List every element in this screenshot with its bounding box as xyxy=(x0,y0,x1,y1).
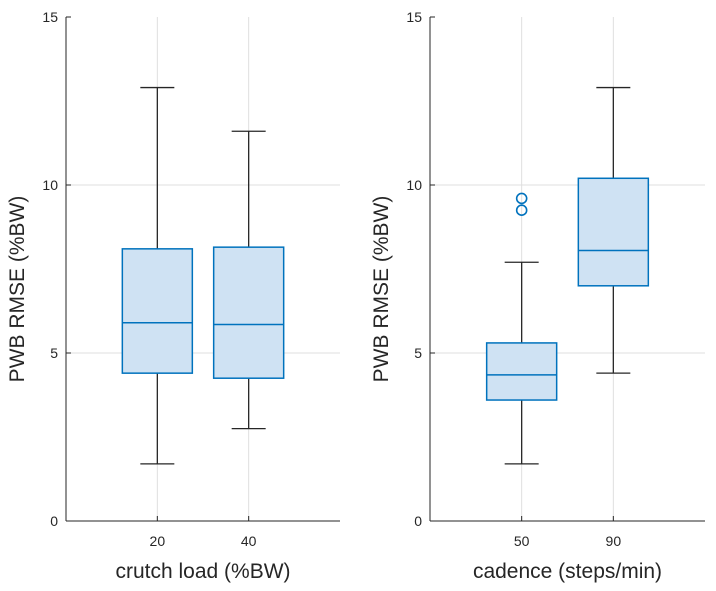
chart-2-x-tick-label-0: 50 xyxy=(514,533,530,549)
chart-1-iqr-box-40 xyxy=(212,246,285,379)
chart-1-box-20 xyxy=(121,86,194,465)
chart-1-x-tick-label-1: 40 xyxy=(241,533,257,549)
chart-2-y-tick-label-2: 10 xyxy=(406,177,422,193)
chart-1-y-tick-label-0: 0 xyxy=(50,513,58,529)
chart-1-box-40 xyxy=(212,130,285,430)
chart-2-iqr-box-90 xyxy=(577,177,650,287)
chart-2-x-tick-label-1: 90 xyxy=(606,533,622,549)
chart-2-y-tick-label-3: 15 xyxy=(406,9,422,25)
chart-1-panel: 0 5 10 15 20 40 crutch load (%BW) PWB RMSE (%BW… xyxy=(6,9,340,583)
chart-2-box-50 xyxy=(485,192,558,465)
chart-2-box-90 xyxy=(577,86,650,374)
chart-1-x-axis-title: crutch load (%BW) xyxy=(115,560,290,583)
chart-2-panel: 0 5 10 15 50 90 cadence (steps/min) PWB RMSE (%… xyxy=(370,9,705,583)
chart-2-y-axis-title: PWB RMSE (%BW) xyxy=(370,196,393,383)
chart-2-y-tick-label-0: 0 xyxy=(414,513,422,529)
chart-1-y-axis-title: PWB RMSE (%BW) xyxy=(6,196,29,383)
chart-1-x-tick-label-0: 20 xyxy=(150,533,166,549)
chart-2-y-tick-label-1: 5 xyxy=(414,345,422,361)
chart-1-y-tick-label-3: 15 xyxy=(42,9,58,25)
chart-2-iqr-box-50 xyxy=(485,342,558,401)
chart-2-x-axis-title: cadence (steps/min) xyxy=(473,560,662,583)
chart-2-outlier-50-1 xyxy=(515,192,528,205)
chart-1-y-tick-label-1: 5 xyxy=(50,345,58,361)
chart-1-y-tick-label-2: 10 xyxy=(42,177,58,193)
chart-1-iqr-box-20 xyxy=(121,248,194,374)
chart-2-outlier-50-0 xyxy=(515,204,528,216)
